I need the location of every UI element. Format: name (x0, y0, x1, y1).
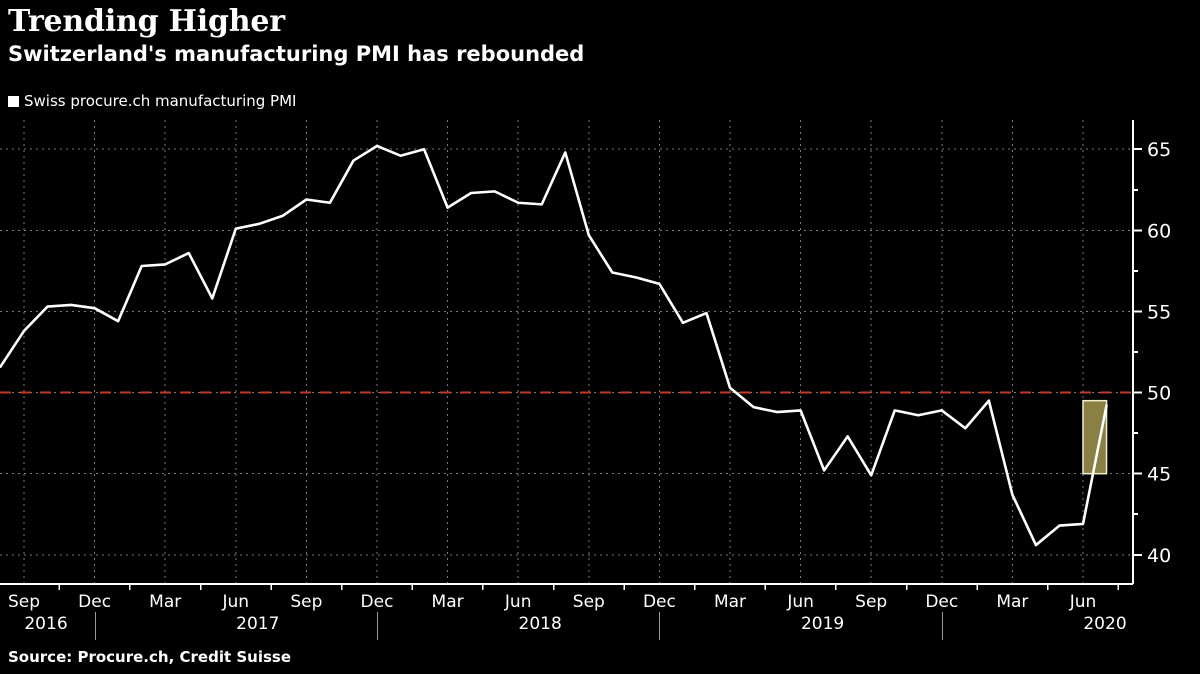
y-tick-label: 50 (1147, 383, 1171, 405)
y-tick-label: 45 (1147, 464, 1171, 486)
page-title: Trending Higher (8, 4, 285, 39)
x-tick-label: Sep (7, 592, 41, 612)
x-tick-label: Sep (290, 592, 323, 612)
x-tick-label: Dec (360, 592, 394, 612)
source-note: Source: Procure.ch, Credit Suisse (8, 648, 292, 666)
x-tick-year-label: 2016 (24, 614, 68, 634)
series-line-0 (0, 144, 1108, 547)
x-tick-label: Jun (1069, 592, 1097, 612)
x-tick-year-label: 2019 (800, 614, 845, 634)
x-tick-year-label: 2020 (1083, 614, 1127, 634)
highlight-region (1082, 399, 1108, 475)
square-swatch-icon (8, 95, 19, 107)
y-tick-label: 60 (1147, 220, 1171, 242)
x-axis-year-separator (94, 612, 96, 640)
y-tick-label: 55 (1147, 301, 1171, 323)
x-axis-tick-labels: Sep 2016 Dec Mar Jun 2017 Sep Dec Mar Jun 2018 Sep D… (0, 592, 1200, 652)
y-tick-label: 40 (1147, 545, 1171, 567)
x-axis-year-separator (941, 612, 943, 640)
grid-lines (0, 120, 1133, 584)
legend-item-label: Swiss procure.ch manufacturing PMI (24, 92, 297, 110)
page-subtitle: Switzerland's manufacturing PMI has rebo… (8, 42, 585, 66)
x-axis-year-separator (659, 612, 661, 640)
line-chart-svg: 40 45 50 55 60 65 (0, 120, 1171, 590)
chart-legend: Swiss procure.ch manufacturing PMI (8, 92, 296, 110)
y-tick-label: 65 (1147, 139, 1171, 161)
y-axis: 40 45 50 55 60 65 (0, 120, 1171, 590)
x-tick-label: Mar (149, 592, 182, 612)
x-tick-label: Jun (504, 592, 532, 612)
x-tick-label: Mar (996, 592, 1029, 612)
x-tick-label: Dec (78, 592, 112, 612)
chart-header: Trending Higher Switzerland's manufactur… (8, 0, 1192, 67)
x-tick-year-label: 2017 (236, 614, 280, 634)
x-tick-label: Sep (572, 592, 605, 612)
x-axis-year-separator (377, 612, 378, 640)
x-tick-year-label: 2018 (518, 614, 562, 634)
x-tick-label: Jun (787, 592, 814, 612)
chart-plot-area: 40 45 50 55 60 65 (0, 112, 1200, 592)
x-tick-label: Mar (713, 592, 747, 612)
x-tick-label: Dec (642, 592, 676, 612)
x-tick-label: Jun (222, 592, 250, 612)
x-tick-label: Dec (925, 592, 959, 612)
x-tick-label: Sep (855, 592, 888, 612)
x-tick-label: Mar (431, 592, 464, 612)
